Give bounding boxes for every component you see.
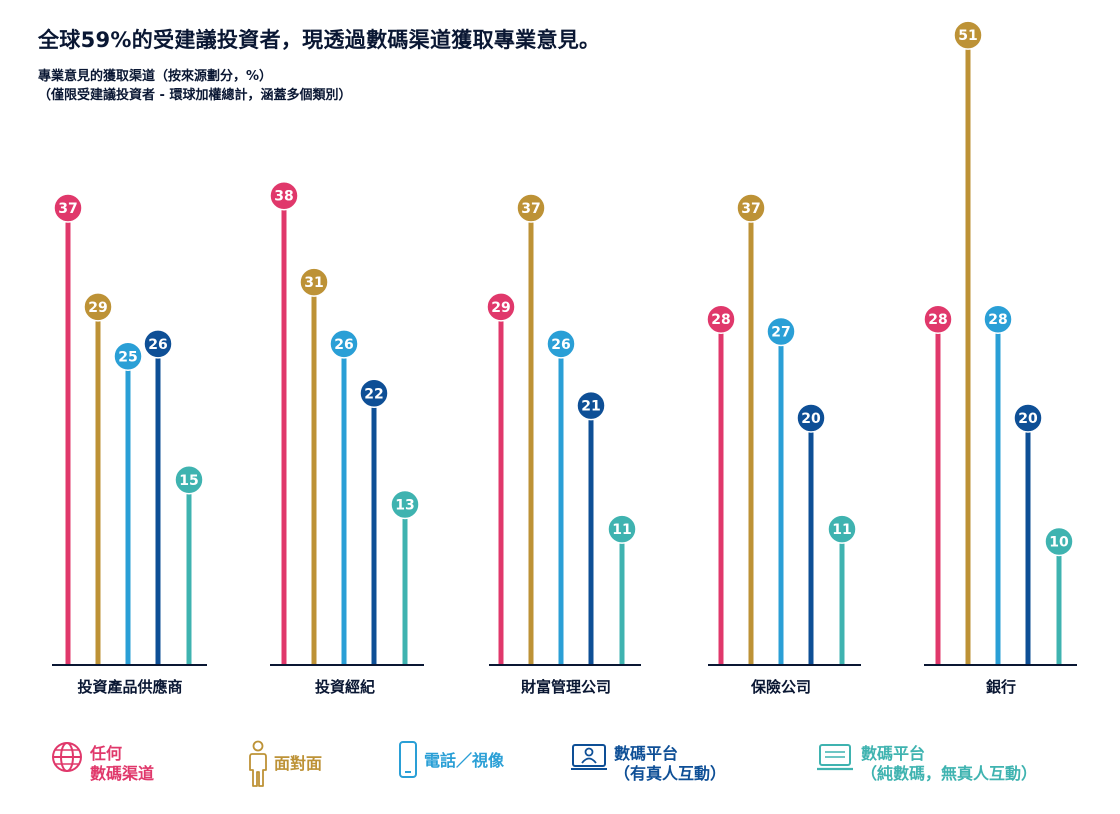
data-label: 11 [612, 522, 631, 538]
lollipop-head [576, 390, 606, 421]
data-label: 10 [1049, 535, 1069, 551]
data-label: 27 [771, 325, 790, 341]
data-label: 26 [551, 337, 570, 353]
lollipop-head [83, 292, 113, 322]
lollipop-head [486, 292, 516, 322]
data-label: 25 [118, 349, 137, 365]
data-label: 37 [741, 201, 760, 217]
data-label: 37 [58, 201, 77, 217]
lollipop-head [766, 316, 796, 347]
legend-label-face-to-face: 面對面 [274, 754, 323, 773]
legend-label-digital-only-2: （純數碼，無真人互動） [861, 764, 1038, 783]
data-label: 51 [958, 28, 977, 44]
lollipop-head [983, 304, 1013, 334]
legend-item-digital-only: 數碼平台 （純數碼，無真人互動） [815, 740, 1037, 784]
lollipop-chart: 37 29 25 26 15 投資產品供應商 38 31 26 22 13 投資經紀 29 37 26 21 1… [52, 20, 1077, 696]
data-label: 26 [148, 337, 167, 353]
data-label: 21 [581, 399, 600, 415]
legend-label-digital-human-2: （有真人互動） [614, 764, 727, 783]
chart-title: 全球59%的受建議投資者，現透過數碼渠道獲取專業意見。 [38, 28, 601, 52]
person-icon [249, 740, 267, 787]
legend-label-any-digital-1: 任何 [90, 744, 123, 763]
chart-subtitle: 專業意見的獲取渠道（按來源劃分，%） （僅限受建議投資者 - 環球加權總計，涵蓋… [38, 67, 351, 105]
category-group: 37 29 25 26 15 投資產品供應商 [52, 193, 207, 696]
data-label: 20 [801, 411, 821, 427]
data-label: 15 [179, 473, 198, 489]
lollipop-head [796, 403, 826, 433]
lollipop-head [923, 304, 953, 334]
lollipop-head [390, 489, 420, 520]
lollipop-head [827, 514, 857, 544]
lollipop-head [53, 193, 83, 223]
category-label: 財富管理公司 [520, 678, 611, 696]
lollipop-head [329, 329, 359, 359]
data-label: 13 [395, 497, 414, 513]
lollipop-head [143, 329, 173, 359]
legend-item-digital-human: 數碼平台 （有真人互動） [570, 740, 726, 784]
data-label: 28 [711, 312, 730, 328]
category-label: 保險公司 [750, 678, 811, 696]
lollipop-head [269, 180, 299, 211]
lollipop-head [546, 329, 576, 359]
lollipop-head [607, 514, 637, 544]
data-label: 11 [832, 522, 851, 538]
lollipop-head [174, 465, 204, 495]
legend-label-digital-human-1: 數碼平台 [614, 744, 679, 763]
lollipop-head [706, 304, 736, 334]
legend-item-any-digital: 任何 數碼渠道 [50, 740, 154, 784]
category-group: 28 37 27 20 11 保險公司 [706, 193, 861, 696]
lollipop-head [953, 20, 983, 50]
lollipop-head [359, 378, 389, 409]
legend-label-phone-video: 電話／視像 [424, 751, 505, 770]
data-label: 26 [334, 337, 353, 353]
category-group: 38 31 26 22 13 投資經紀 [269, 180, 424, 696]
lollipop-head [1044, 526, 1074, 557]
video-call-icon [571, 744, 607, 770]
category-label: 投資產品供應商 [77, 678, 182, 696]
lollipop-head [113, 341, 143, 371]
data-label: 29 [491, 300, 510, 316]
data-label: 20 [1018, 411, 1038, 427]
legend-item-face-to-face: 面對面 [248, 740, 322, 788]
data-label: 38 [274, 189, 293, 205]
lollipop-head [516, 193, 546, 223]
legend-label-digital-only-1: 數碼平台 [861, 744, 926, 763]
legend-label-any-digital-2: 數碼渠道 [90, 764, 155, 783]
subtitle-line-2: （僅限受建議投資者 - 環球加權總計，涵蓋多個類別） [38, 88, 352, 103]
subtitle-line-1: 專業意見的獲取渠道（按來源劃分，%） [38, 69, 273, 84]
data-label: 22 [364, 386, 383, 402]
data-label: 37 [521, 201, 540, 217]
legend-item-phone-video: 電話／視像 [398, 740, 504, 780]
data-label: 28 [928, 312, 947, 328]
lollipop-head [299, 267, 329, 297]
lollipop-head [1013, 403, 1043, 433]
category-group: 29 37 26 21 11 財富管理公司 [486, 193, 641, 696]
legend: 任何 數碼渠道 面對面 電話／視像 數碼平台 （有真人互動） [0, 740, 1120, 800]
category-label: 投資經紀 [315, 678, 375, 696]
lollipop-head [736, 193, 766, 223]
smartphone-icon [399, 741, 417, 778]
data-label: 31 [304, 275, 323, 291]
category-group: 28 51 28 20 10 銀行 [923, 20, 1077, 696]
data-label: 28 [988, 312, 1007, 328]
laptop-icon [817, 744, 853, 771]
data-label: 29 [88, 300, 107, 316]
category-label: 銀行 [986, 678, 1016, 696]
globe-icon [52, 742, 82, 772]
